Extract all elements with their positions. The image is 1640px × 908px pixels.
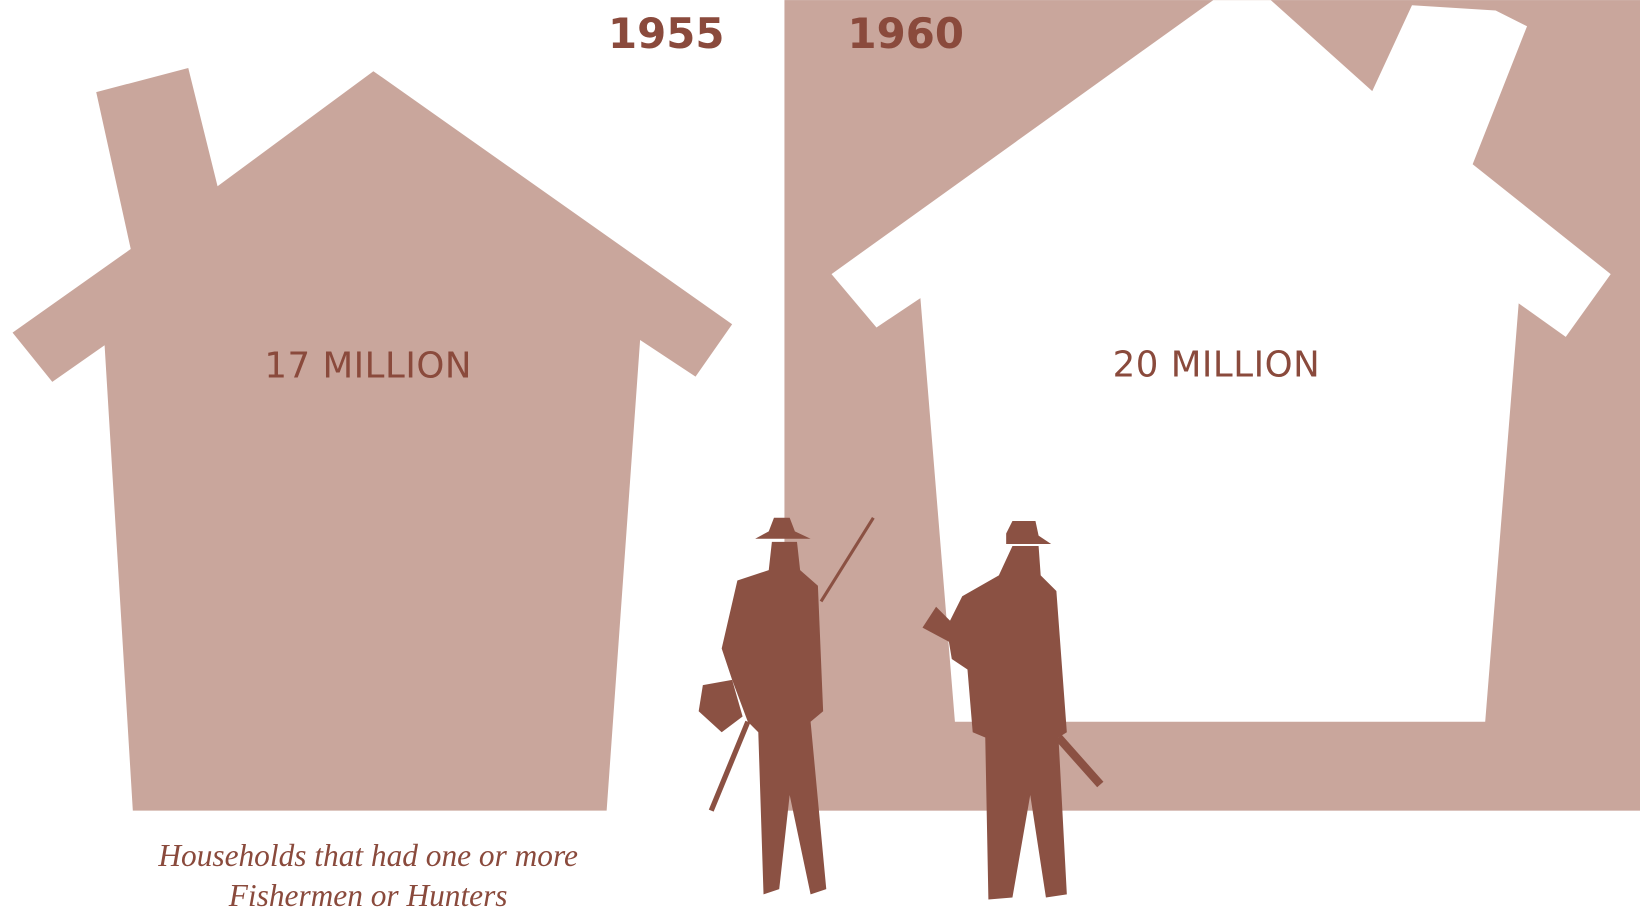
value-label: 20 MILLION: [1113, 345, 1321, 386]
value-label: 17 MILLION: [264, 346, 472, 387]
house-1955: [12, 68, 733, 811]
hunter: [922, 520, 1104, 900]
year-label: 1960: [848, 9, 964, 58]
fisherman: [698, 516, 875, 895]
year-label: 1955: [608, 9, 724, 58]
caption-line: Households that had one or more: [157, 838, 578, 873]
caption-line: Fishermen or Hunters: [228, 878, 508, 908]
